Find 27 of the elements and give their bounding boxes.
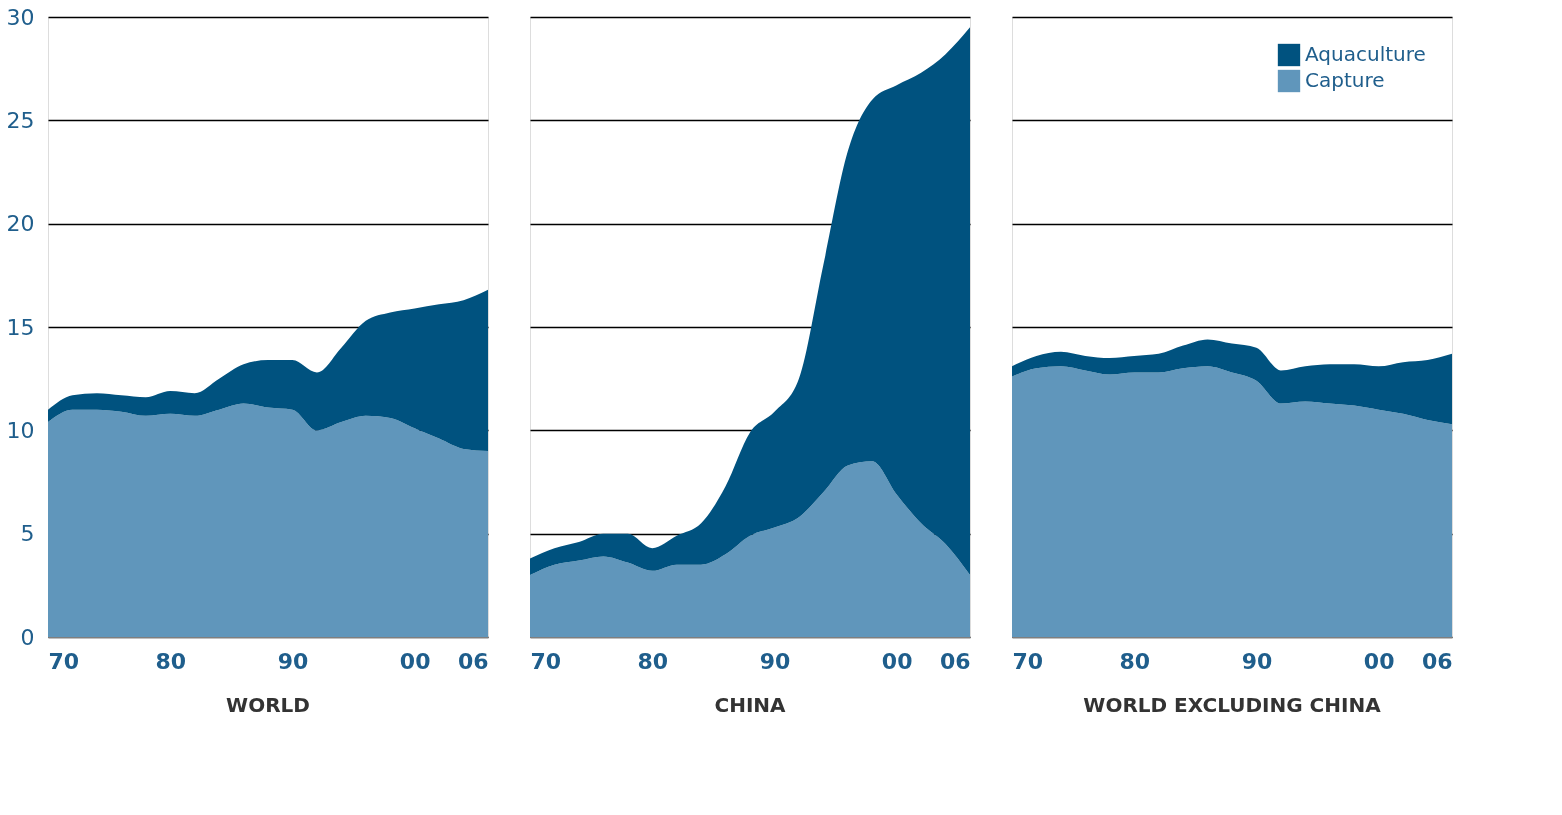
text: CHINA	[714, 693, 787, 717]
text: WORLD	[226, 693, 310, 717]
y-tick-label: 25	[6, 107, 35, 133]
y-tick-label: 0	[20, 624, 35, 650]
x-tick-label: 06	[939, 648, 971, 674]
y-tick-label: 20	[6, 211, 35, 237]
text: WORLD EXCLUDING CHINA	[1083, 693, 1382, 717]
x-tick-label: 00	[881, 648, 913, 674]
x-tick-label: 00	[1363, 648, 1395, 674]
x-tick-label: 80	[637, 648, 669, 674]
legend-label: Aquaculture	[1305, 42, 1426, 66]
x-tick-label: 80	[155, 648, 187, 674]
y-tick-label: 30	[6, 4, 35, 30]
x-tick-label: 00	[399, 648, 431, 674]
y-tick-label: 5	[20, 521, 35, 547]
x-tick-label: 06	[1421, 648, 1453, 674]
x-tick-label: 90	[1241, 648, 1273, 674]
x-tick-label: 70	[48, 648, 80, 674]
x-tick-label: 90	[277, 648, 309, 674]
x-tick-label: 06	[457, 648, 489, 674]
x-tick-label: 80	[1119, 648, 1151, 674]
y-tick-label: 10	[6, 417, 35, 443]
y-tick-label: 15	[6, 314, 35, 340]
legend-label: Capture	[1305, 68, 1385, 92]
x-tick-label: 70	[530, 648, 562, 674]
x-tick-label: 70	[1012, 648, 1044, 674]
x-tick-label: 90	[759, 648, 791, 674]
